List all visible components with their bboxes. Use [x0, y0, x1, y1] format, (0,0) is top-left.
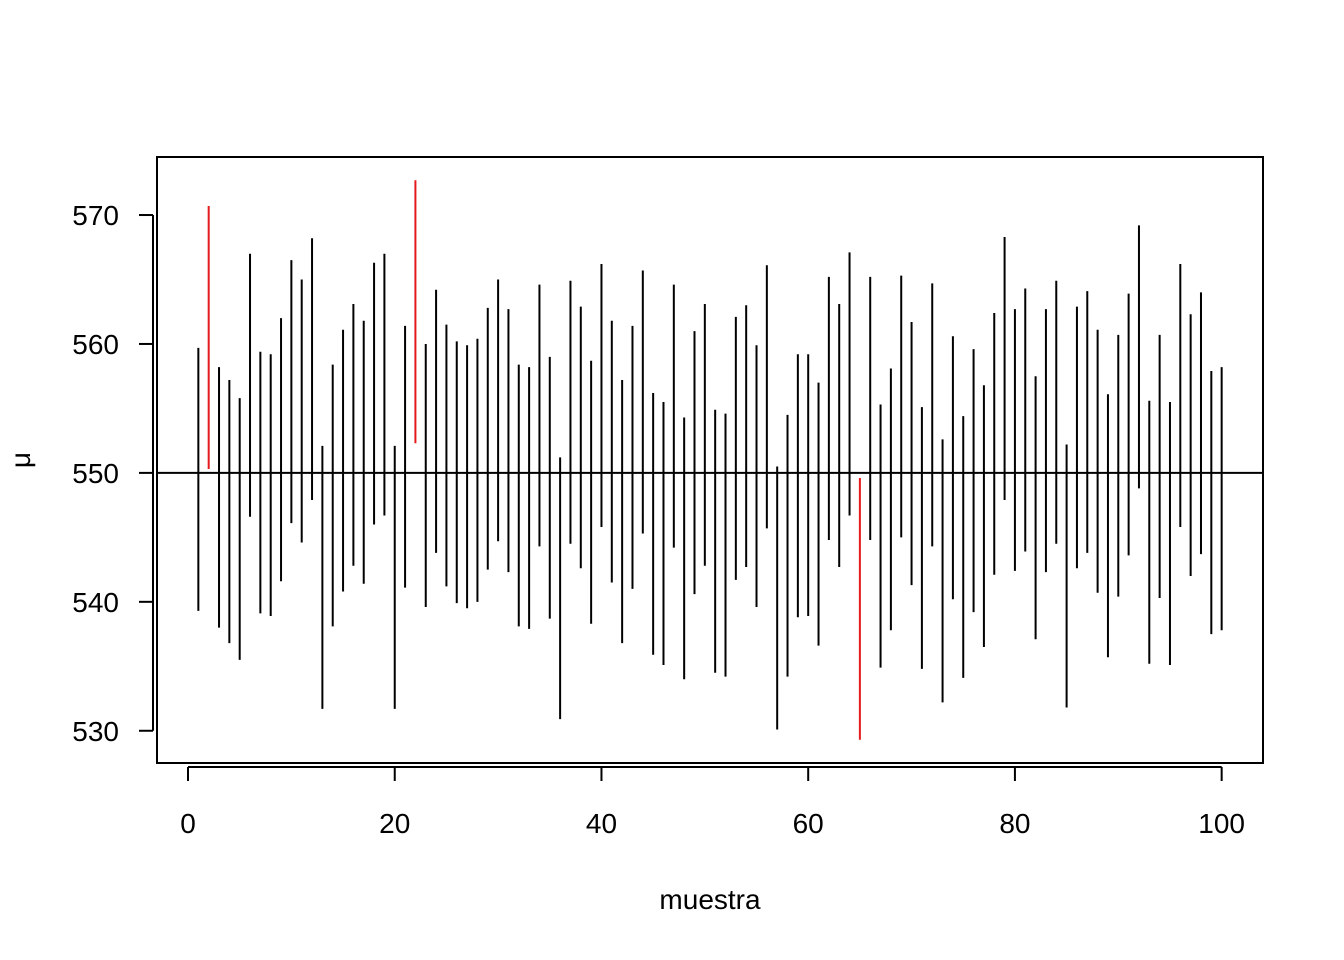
x-tick-label-20: 20: [379, 808, 410, 839]
y-tick-label-560: 560: [72, 329, 119, 360]
plot-frame: [156, 156, 1264, 764]
x-tick-label-80: 80: [999, 808, 1030, 839]
y-axis-label: μ: [5, 452, 36, 468]
interval-series: [197, 180, 1223, 740]
x-tick-label-0: 0: [180, 808, 196, 839]
y-tick-label-540: 540: [72, 587, 119, 618]
y-axis: 530 540 550 560 570: [72, 200, 154, 747]
x-tick-label-60: 60: [793, 808, 824, 839]
y-tick-label-530: 530: [72, 716, 119, 747]
y-tick-label-570: 570: [72, 200, 119, 231]
x-tick-label-40: 40: [586, 808, 617, 839]
x-axis: 0 20 40 60 80 100: [180, 766, 1245, 839]
y-tick-label-550: 550: [72, 458, 119, 489]
x-tick-label-100: 100: [1198, 808, 1245, 839]
x-axis-label: muestra: [659, 884, 761, 915]
